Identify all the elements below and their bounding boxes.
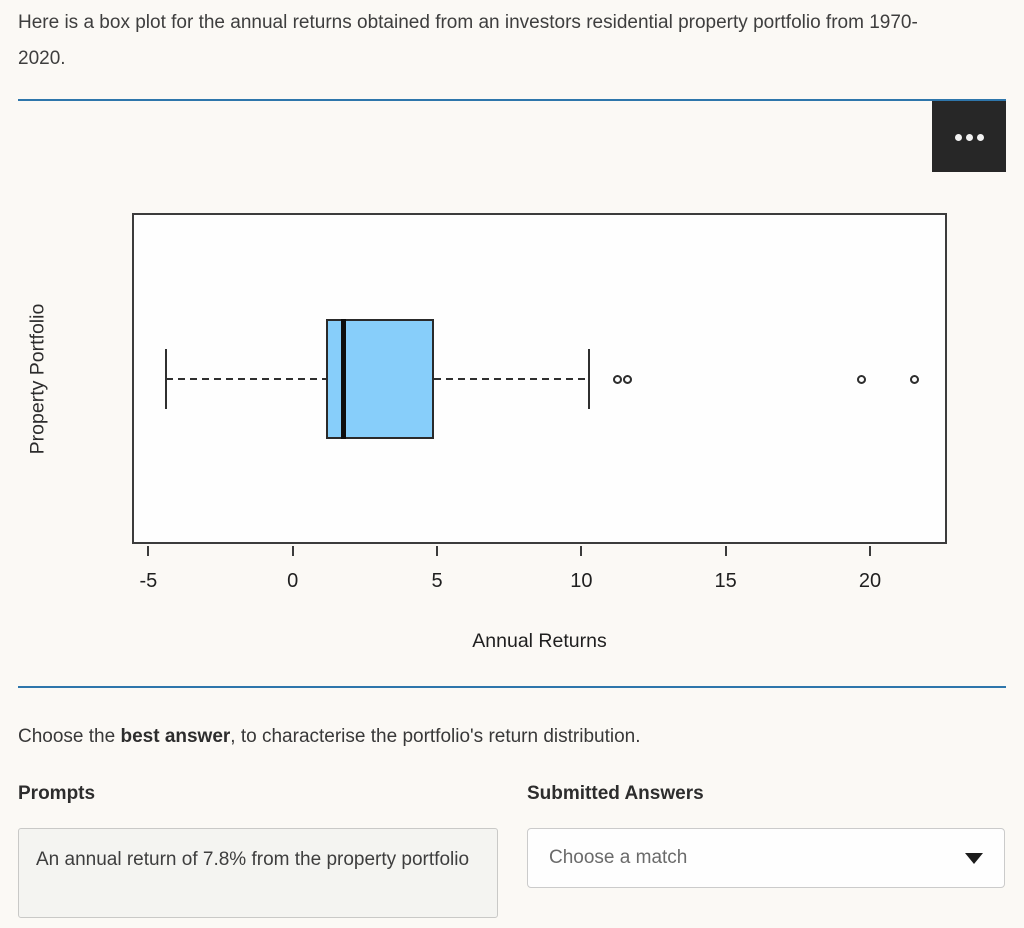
ellipsis-icon xyxy=(953,128,986,146)
y-axis-label: Property Portfolio xyxy=(26,303,49,455)
prompts-header: Prompts xyxy=(18,783,96,804)
outlier-point xyxy=(623,374,633,384)
x-tick-label: 0 xyxy=(287,570,299,592)
x-tick-label: 20 xyxy=(858,570,882,592)
plot-area xyxy=(132,213,947,544)
question-bold: best answer xyxy=(120,726,231,747)
x-tick xyxy=(147,546,150,556)
question-suffix: , to characterise the portfolio's return… xyxy=(230,726,641,747)
answer-dropdown[interactable]: Choose a match xyxy=(527,828,1005,888)
prompt-text: An annual return of 7.8% from the proper… xyxy=(36,849,470,870)
x-tick-label: -5 xyxy=(139,570,158,592)
divider-top xyxy=(18,99,1006,101)
prompt-card: An annual return of 7.8% from the proper… xyxy=(18,828,498,918)
chart-menu-button[interactable] xyxy=(932,101,1006,172)
x-tick xyxy=(291,546,294,556)
x-tick-label: 15 xyxy=(714,570,737,592)
caret-down-icon xyxy=(965,852,983,864)
x-tick xyxy=(868,546,871,556)
x-tick-label: 10 xyxy=(570,570,593,592)
x-axis: -5 0 5 10 15 20 xyxy=(134,546,945,606)
upper-whisker-cap xyxy=(587,349,590,410)
dropdown-value: Choose a match xyxy=(549,847,688,868)
lower-whisker-cap xyxy=(164,349,167,410)
outlier-point xyxy=(910,374,920,384)
divider-bottom xyxy=(18,686,1006,688)
x-axis-label: Annual Returns xyxy=(472,630,607,652)
answers-header: Submitted Answers xyxy=(527,783,704,804)
outlier-point xyxy=(856,374,866,384)
x-tick-label: 5 xyxy=(431,570,443,592)
question-text: Choose the best answer, to characterise … xyxy=(18,719,641,755)
x-tick xyxy=(580,546,583,556)
lower-whisker-line xyxy=(165,378,326,381)
question-prefix: Choose the xyxy=(18,726,121,747)
outlier-point xyxy=(612,374,622,384)
x-tick xyxy=(436,546,439,556)
median-line xyxy=(340,318,346,440)
upper-whisker-line xyxy=(434,378,589,381)
x-tick xyxy=(724,546,727,556)
intro-text: Here is a box plot for the annual return… xyxy=(18,12,918,69)
